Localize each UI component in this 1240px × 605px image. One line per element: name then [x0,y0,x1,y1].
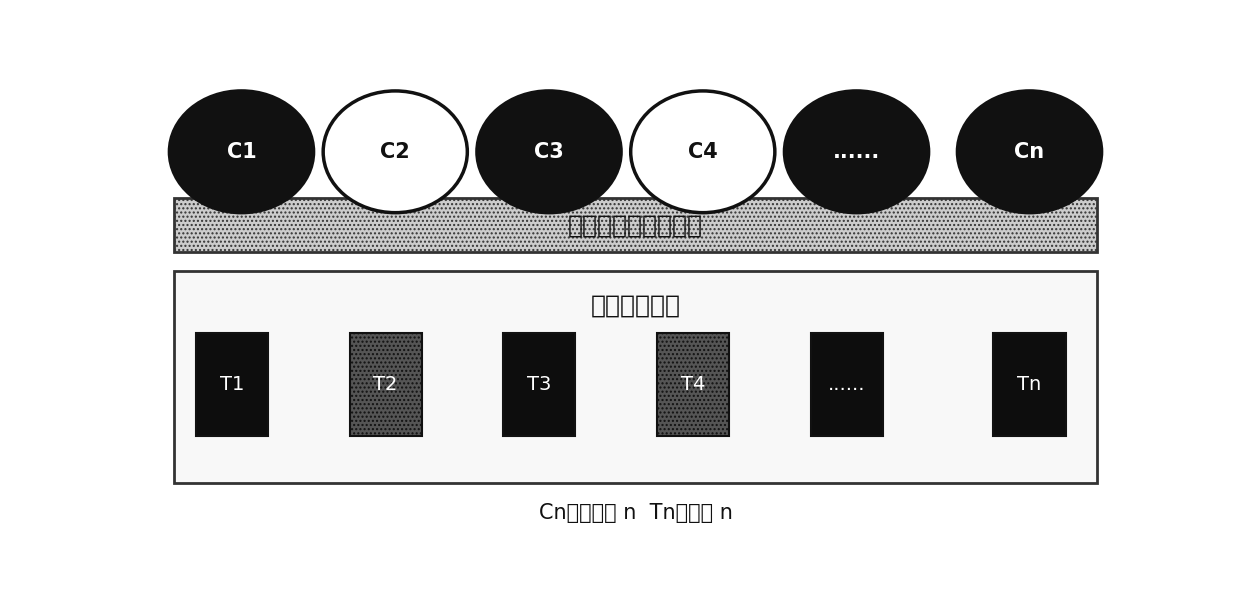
Text: ......: ...... [828,375,866,394]
FancyBboxPatch shape [174,198,1096,252]
FancyBboxPatch shape [993,333,1065,436]
Text: T4: T4 [681,375,706,394]
FancyBboxPatch shape [174,270,1096,483]
Text: ......: ...... [833,142,880,162]
Ellipse shape [170,91,314,213]
FancyBboxPatch shape [503,333,575,436]
FancyBboxPatch shape [657,333,729,436]
Text: C4: C4 [688,142,718,162]
Text: Cn：上下文 n  Tn：线程 n: Cn：上下文 n Tn：线程 n [538,503,733,523]
Text: T2: T2 [373,375,398,394]
Ellipse shape [324,91,467,213]
Text: C3: C3 [534,142,564,162]
Ellipse shape [631,91,775,213]
Text: Cn: Cn [1014,142,1044,162]
Ellipse shape [477,91,621,213]
FancyBboxPatch shape [811,333,883,436]
Text: C2: C2 [381,142,410,162]
FancyBboxPatch shape [196,333,268,436]
Text: T3: T3 [527,375,552,394]
Ellipse shape [957,91,1101,213]
Text: T1: T1 [219,375,244,394]
Text: 操作系统内核: 操作系统内核 [590,293,681,318]
Text: 并行功能仿真器内核: 并行功能仿真器内核 [568,213,703,237]
Text: C1: C1 [227,142,257,162]
Ellipse shape [785,91,929,213]
Text: Tn: Tn [1017,375,1042,394]
FancyBboxPatch shape [350,333,422,436]
